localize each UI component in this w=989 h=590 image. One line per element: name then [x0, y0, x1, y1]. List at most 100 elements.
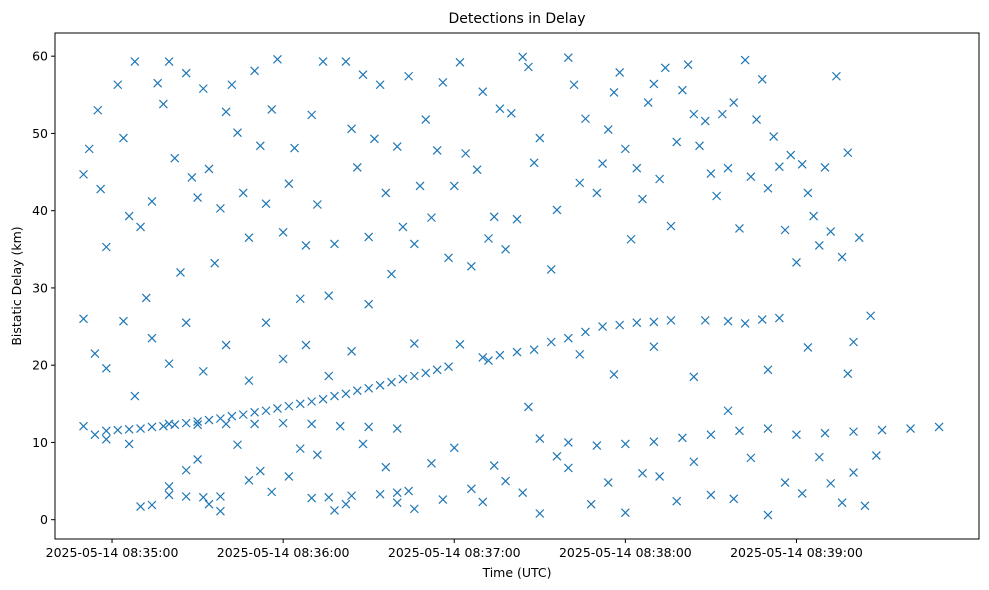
data-point: [164, 57, 174, 67]
data-point: [466, 261, 476, 271]
data-point: [478, 497, 488, 507]
data-point: [735, 224, 744, 233]
data-point: [221, 107, 231, 117]
data-point: [215, 506, 225, 516]
data-point: [455, 57, 465, 67]
data-point: [461, 149, 471, 158]
data-point: [101, 434, 111, 444]
data-point: [763, 183, 773, 193]
data-point: [324, 371, 334, 381]
data-point: [284, 179, 294, 189]
data-point: [849, 468, 858, 477]
data-point: [649, 437, 659, 447]
data-point: [101, 363, 111, 373]
data-point: [227, 411, 237, 421]
data-point: [478, 353, 488, 362]
data-point: [603, 478, 613, 488]
data-point: [649, 317, 659, 327]
data-point: [198, 492, 208, 502]
data-point: [837, 252, 847, 262]
data-point: [820, 428, 830, 438]
data-point: [506, 108, 516, 118]
data-point: [438, 78, 448, 87]
data-point: [392, 498, 402, 508]
data-point: [672, 496, 682, 506]
data-point: [267, 105, 277, 114]
data-point: [330, 505, 339, 515]
data-point: [409, 504, 419, 514]
data-point: [187, 173, 197, 182]
data-point: [717, 109, 727, 119]
data-point: [780, 478, 790, 488]
data-point: [330, 239, 339, 249]
data-point: [757, 74, 767, 84]
data-point: [404, 486, 414, 496]
data-point: [398, 222, 408, 232]
data-point: [204, 415, 214, 425]
data-point: [495, 104, 505, 114]
data-point: [164, 359, 174, 369]
data-point: [130, 391, 140, 401]
data-point: [295, 444, 305, 454]
data-point: [774, 162, 784, 172]
data-point: [170, 153, 180, 163]
data-point: [746, 453, 756, 463]
data-point: [364, 232, 374, 242]
y-tick-label: 20: [32, 358, 48, 373]
data-point: [501, 476, 511, 486]
data-point: [227, 80, 237, 90]
data-point: [409, 239, 419, 249]
x-tick-label: 2025-05-14 08:37:00: [388, 545, 521, 560]
data-point: [307, 110, 317, 120]
data-point: [96, 184, 106, 194]
data-point: [341, 499, 351, 509]
data-point: [244, 233, 254, 243]
data-point: [472, 165, 482, 175]
data-point: [786, 150, 796, 160]
data-point: [752, 115, 761, 124]
data-point: [763, 424, 773, 433]
data-point: [301, 241, 311, 250]
data-point: [706, 169, 716, 179]
data-point: [432, 365, 442, 375]
data-point: [273, 54, 282, 64]
data-point: [581, 114, 590, 124]
data-point: [415, 181, 425, 191]
data-point: [706, 430, 716, 440]
data-point: [79, 169, 88, 179]
data-point: [729, 98, 739, 107]
data-point: [193, 193, 203, 202]
data-point: [278, 227, 288, 237]
data-point: [523, 62, 533, 72]
data-point: [238, 188, 248, 198]
data-point: [421, 115, 431, 124]
data-point: [546, 264, 556, 274]
data-point: [375, 489, 385, 499]
data-point: [803, 188, 813, 198]
data-point: [198, 84, 208, 94]
data-point: [147, 333, 157, 343]
data-point: [381, 462, 391, 472]
data-point: [392, 488, 402, 498]
data-point: [489, 212, 499, 222]
data-point: [307, 419, 317, 429]
data-point: [660, 63, 670, 73]
data-point: [255, 141, 265, 151]
data-point: [295, 294, 305, 304]
data-point: [803, 342, 813, 352]
data-point: [444, 253, 453, 263]
data-point: [906, 424, 915, 433]
data-point: [295, 399, 305, 409]
data-point: [278, 354, 288, 364]
data-point: [575, 178, 585, 188]
data-point: [124, 424, 134, 434]
data-point: [523, 402, 533, 412]
y-tick-label: 60: [32, 49, 48, 64]
data-point: [809, 211, 819, 221]
data-point: [153, 78, 163, 88]
data-point: [147, 196, 157, 206]
data-point: [181, 318, 191, 328]
data-point: [598, 159, 607, 168]
data-point: [364, 383, 374, 393]
data-point: [398, 374, 408, 384]
